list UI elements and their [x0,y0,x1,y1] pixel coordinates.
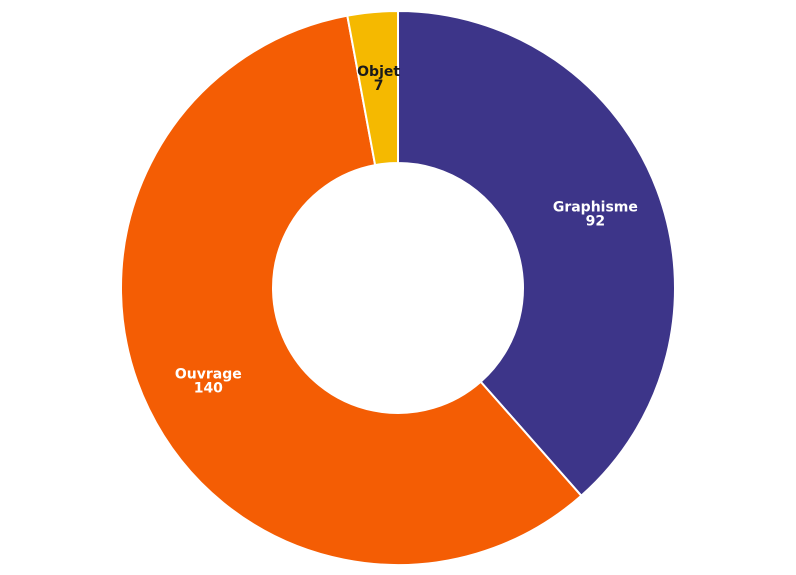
slice-value-objet: 7 [374,78,384,94]
slice-value-ouvrage: 140 [194,380,223,396]
slice-objet[interactable] [346,10,399,167]
slice-label-graphisme: Graphisme [553,199,638,215]
slice-ouvrage[interactable] [120,14,583,566]
slice-graphisme[interactable] [397,10,676,497]
slice-label-ouvrage: Ouvrage [175,366,242,382]
donut-slices [120,10,676,566]
slice-label-objet: Objet [357,64,400,80]
slice-value-graphisme: 92 [586,213,605,229]
